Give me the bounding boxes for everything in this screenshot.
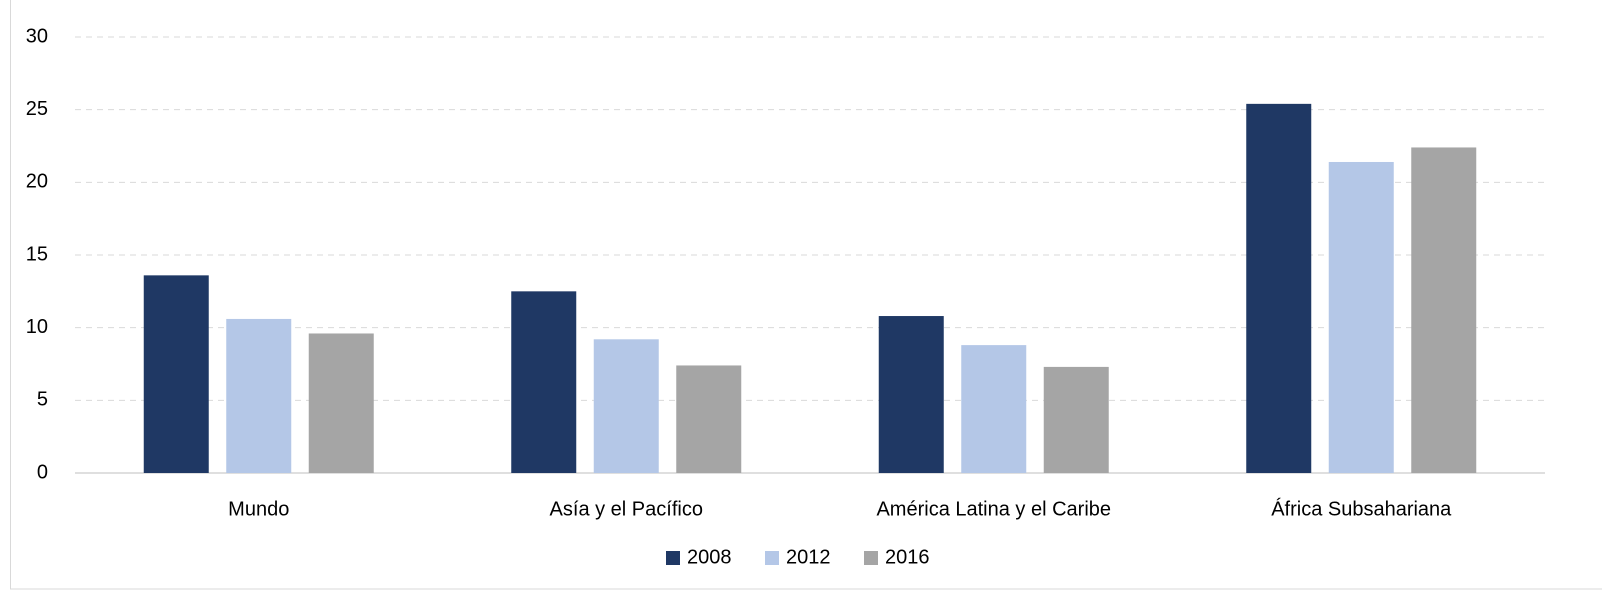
bar — [1328, 161, 1394, 473]
y-tick-label: 20 — [26, 171, 48, 193]
y-tick-label: 5 — [37, 389, 48, 411]
legend-swatch — [666, 551, 680, 565]
y-tick-label: 15 — [26, 243, 48, 265]
bar — [143, 275, 209, 473]
bar — [676, 365, 742, 473]
bar — [593, 339, 659, 473]
bar — [1411, 147, 1477, 473]
legend-label: 2012 — [786, 546, 831, 568]
legend-label: 2008 — [687, 546, 732, 568]
bar — [511, 291, 577, 473]
x-tick-label: África Subsahariana — [1271, 497, 1452, 520]
bar — [308, 333, 374, 473]
x-tick-label: América Latina y el Caribe — [876, 498, 1111, 520]
bar — [961, 345, 1027, 473]
y-tick-label: 25 — [26, 98, 48, 120]
bar — [226, 318, 292, 473]
bar — [1246, 103, 1312, 473]
y-tick-label: 10 — [26, 316, 48, 338]
bar — [1043, 366, 1109, 473]
chart-frame — [10, 0, 1602, 590]
legend-swatch — [765, 551, 779, 565]
bar — [878, 316, 944, 473]
legend-label: 2016 — [885, 546, 930, 568]
x-tick-label: Mundo — [228, 498, 289, 520]
y-tick-label: 0 — [37, 461, 48, 483]
legend-swatch — [864, 551, 878, 565]
y-tick-label: 30 — [26, 25, 48, 47]
x-tick-label: Asía y el Pacífico — [550, 498, 703, 520]
